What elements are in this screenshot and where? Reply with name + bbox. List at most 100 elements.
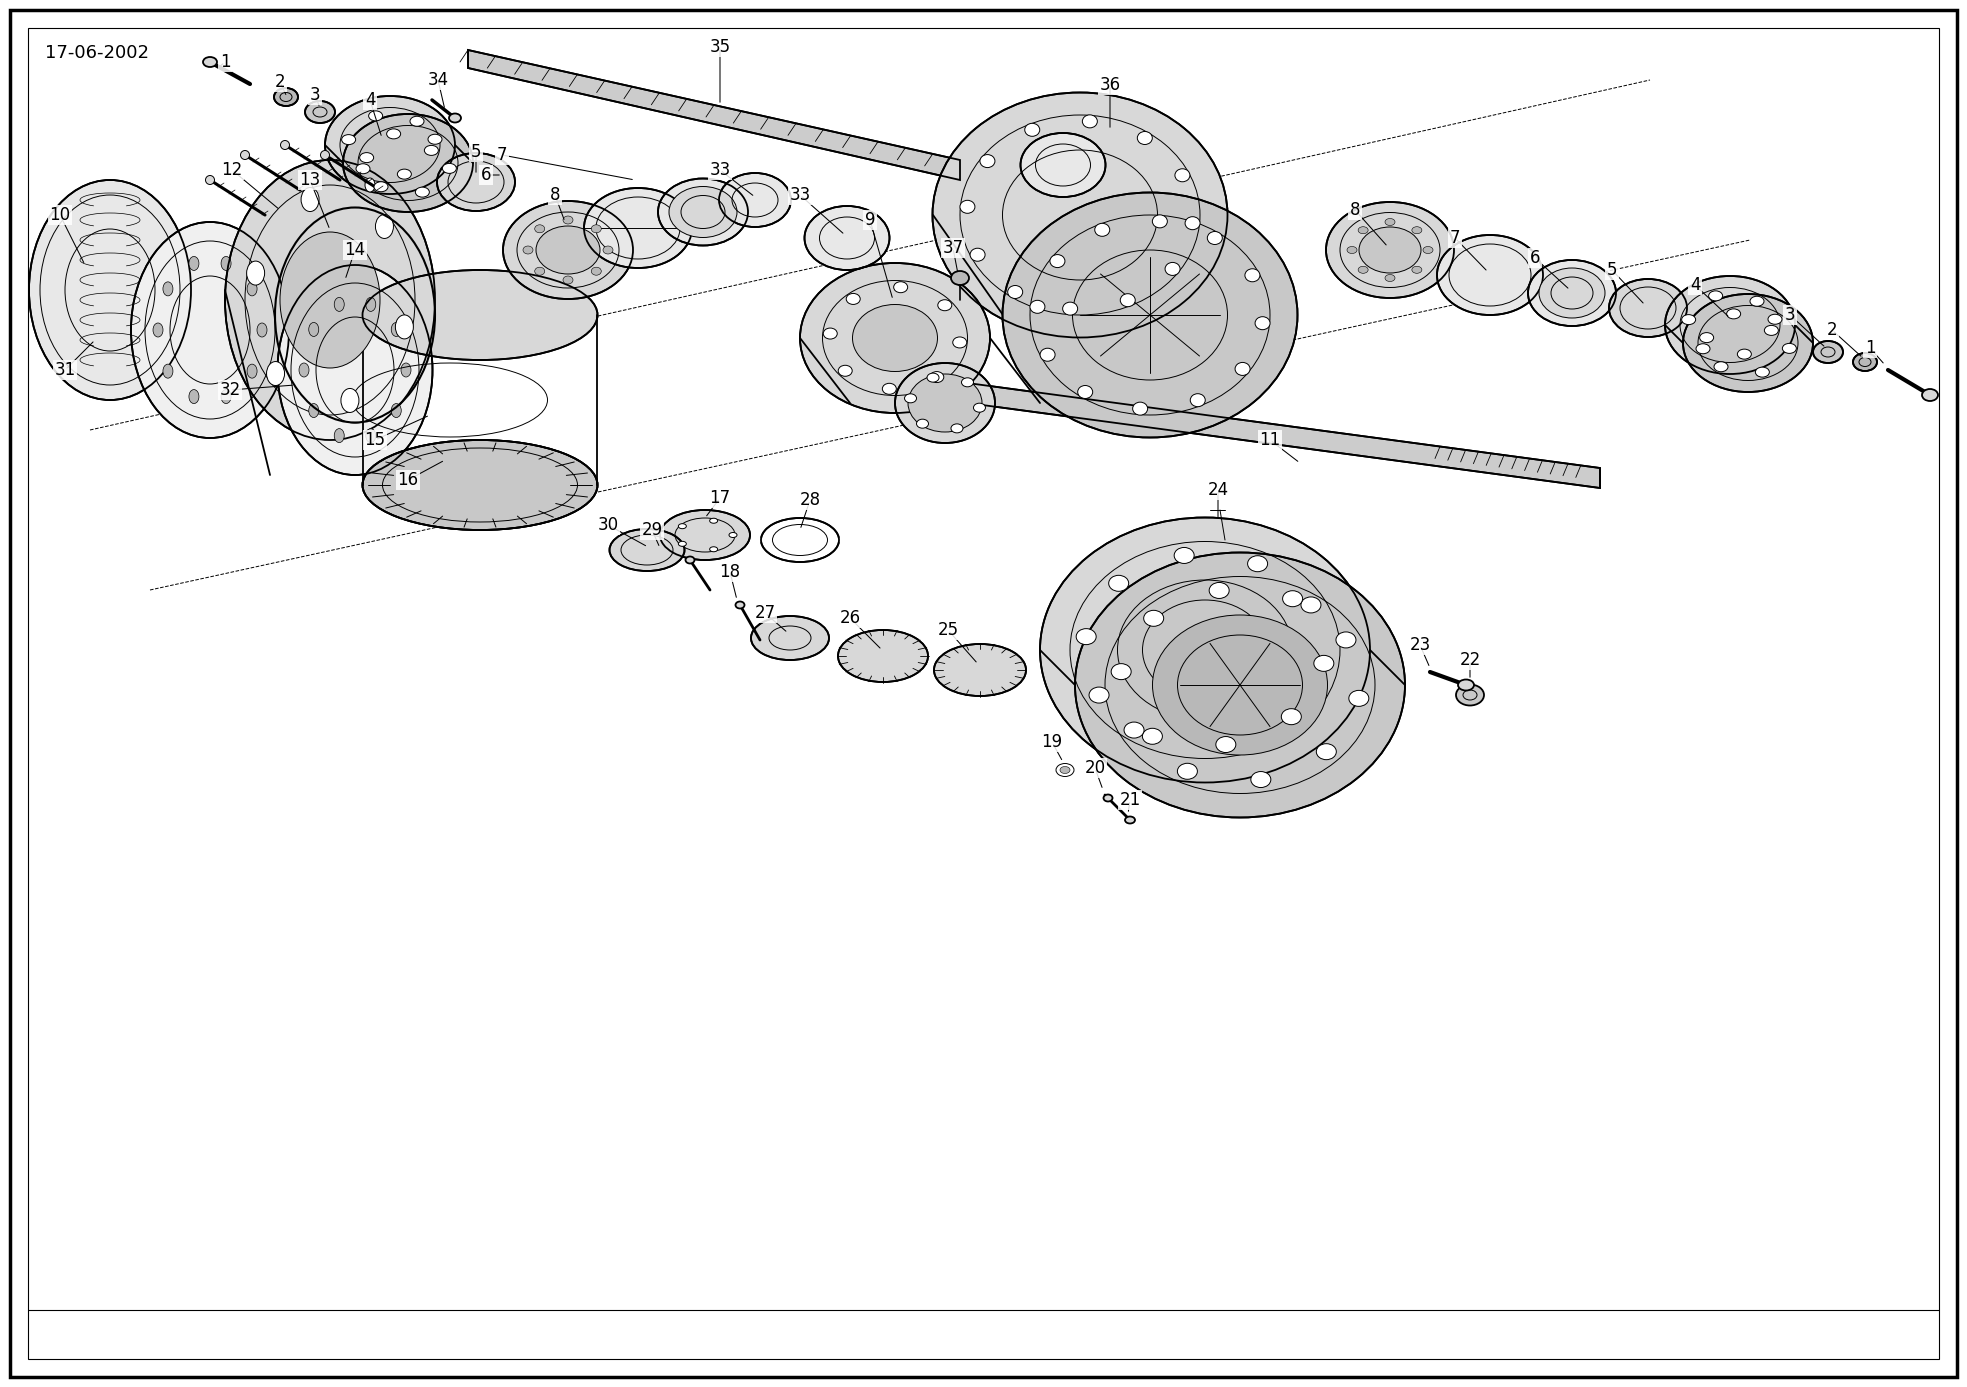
Ellipse shape xyxy=(1316,743,1336,760)
Text: 2: 2 xyxy=(275,74,285,92)
Text: 11: 11 xyxy=(1259,431,1281,449)
Ellipse shape xyxy=(938,300,952,311)
Ellipse shape xyxy=(362,440,598,530)
Ellipse shape xyxy=(1021,133,1105,197)
Ellipse shape xyxy=(279,232,380,368)
Ellipse shape xyxy=(1727,309,1741,319)
Text: 7: 7 xyxy=(498,146,507,164)
Ellipse shape xyxy=(1153,614,1328,755)
Ellipse shape xyxy=(248,282,258,295)
Ellipse shape xyxy=(30,180,191,399)
Ellipse shape xyxy=(356,164,370,173)
Ellipse shape xyxy=(366,297,376,311)
Text: 31: 31 xyxy=(55,361,75,379)
Ellipse shape xyxy=(1684,294,1814,393)
Ellipse shape xyxy=(281,140,289,150)
Ellipse shape xyxy=(1117,580,1292,720)
Ellipse shape xyxy=(1255,316,1271,330)
Text: 19: 19 xyxy=(1041,732,1062,750)
Ellipse shape xyxy=(730,533,738,538)
Ellipse shape xyxy=(852,305,938,372)
Ellipse shape xyxy=(661,510,749,560)
Text: 6: 6 xyxy=(480,166,492,184)
Ellipse shape xyxy=(1412,266,1422,273)
Ellipse shape xyxy=(376,215,393,239)
Ellipse shape xyxy=(443,164,456,173)
Ellipse shape xyxy=(1709,291,1723,301)
Ellipse shape xyxy=(1782,344,1796,354)
Text: 1: 1 xyxy=(1865,338,1875,356)
Ellipse shape xyxy=(334,429,344,442)
Ellipse shape xyxy=(153,323,163,337)
Ellipse shape xyxy=(535,268,545,275)
Text: 17: 17 xyxy=(710,490,730,508)
Ellipse shape xyxy=(1456,685,1483,706)
Ellipse shape xyxy=(163,282,173,295)
Ellipse shape xyxy=(1696,344,1709,354)
Ellipse shape xyxy=(362,270,598,361)
Ellipse shape xyxy=(429,135,443,144)
Ellipse shape xyxy=(273,87,297,105)
Ellipse shape xyxy=(1528,259,1617,326)
Ellipse shape xyxy=(659,179,747,245)
Ellipse shape xyxy=(1174,169,1190,182)
Ellipse shape xyxy=(563,276,572,284)
Ellipse shape xyxy=(1062,302,1078,315)
Text: 5: 5 xyxy=(1607,261,1617,279)
Ellipse shape xyxy=(1281,709,1302,724)
Ellipse shape xyxy=(366,178,376,191)
Ellipse shape xyxy=(391,404,401,417)
Ellipse shape xyxy=(1764,326,1778,336)
Ellipse shape xyxy=(1090,687,1109,703)
Text: 21: 21 xyxy=(1119,791,1141,809)
Ellipse shape xyxy=(686,556,694,563)
Ellipse shape xyxy=(893,282,907,293)
Ellipse shape xyxy=(950,424,964,433)
Ellipse shape xyxy=(1422,247,1434,254)
Ellipse shape xyxy=(1251,771,1271,788)
Ellipse shape xyxy=(401,363,411,377)
Text: 4: 4 xyxy=(364,92,376,110)
Ellipse shape xyxy=(1076,628,1096,645)
Ellipse shape xyxy=(952,337,966,348)
Ellipse shape xyxy=(1359,227,1420,273)
Ellipse shape xyxy=(980,154,995,168)
Ellipse shape xyxy=(1682,315,1696,325)
Ellipse shape xyxy=(1109,576,1129,591)
Ellipse shape xyxy=(838,365,852,376)
Ellipse shape xyxy=(535,225,545,233)
Ellipse shape xyxy=(1412,226,1422,233)
Ellipse shape xyxy=(1076,552,1404,817)
Ellipse shape xyxy=(334,297,344,311)
Ellipse shape xyxy=(679,541,686,546)
Ellipse shape xyxy=(163,365,173,379)
Ellipse shape xyxy=(1056,763,1074,777)
Ellipse shape xyxy=(1178,763,1198,779)
Ellipse shape xyxy=(189,390,199,404)
Ellipse shape xyxy=(751,616,828,660)
Ellipse shape xyxy=(1082,115,1098,128)
Ellipse shape xyxy=(1814,341,1843,363)
Ellipse shape xyxy=(1737,350,1751,359)
Ellipse shape xyxy=(268,362,285,386)
Ellipse shape xyxy=(205,176,214,184)
Ellipse shape xyxy=(679,524,686,528)
Ellipse shape xyxy=(246,261,266,286)
Ellipse shape xyxy=(224,160,435,440)
Text: 25: 25 xyxy=(938,621,958,639)
Ellipse shape xyxy=(1174,548,1194,563)
Text: 3: 3 xyxy=(309,86,321,104)
Text: 6: 6 xyxy=(1530,250,1540,268)
Ellipse shape xyxy=(1125,817,1135,824)
Ellipse shape xyxy=(1235,362,1251,376)
Ellipse shape xyxy=(1041,517,1369,782)
Text: 35: 35 xyxy=(710,37,730,55)
Ellipse shape xyxy=(1133,402,1147,415)
Ellipse shape xyxy=(883,383,897,394)
Ellipse shape xyxy=(425,146,439,155)
Ellipse shape xyxy=(305,101,334,123)
Ellipse shape xyxy=(950,270,970,284)
Ellipse shape xyxy=(203,57,216,67)
Ellipse shape xyxy=(801,264,989,413)
Ellipse shape xyxy=(1111,663,1131,680)
